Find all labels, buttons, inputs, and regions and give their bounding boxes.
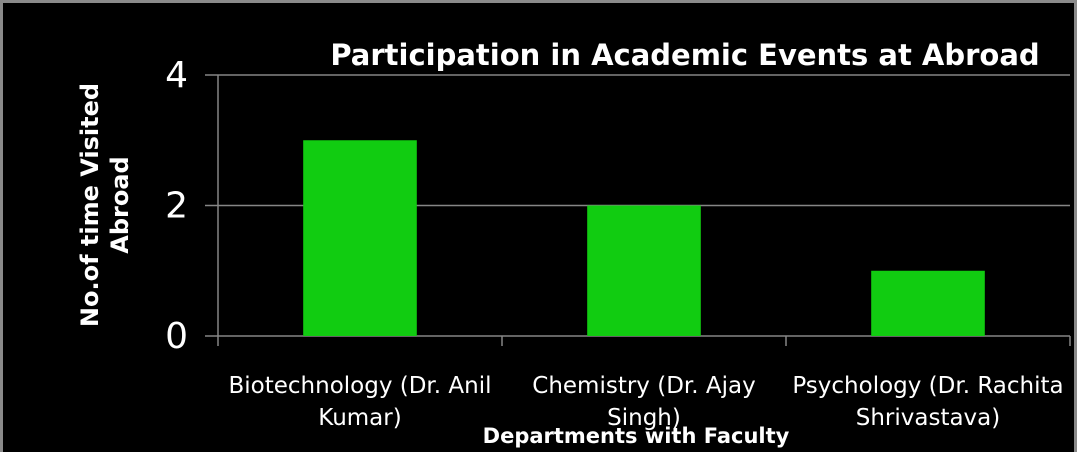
bar (303, 140, 417, 336)
x-axis-title: Departments with Faculty (482, 424, 790, 448)
bar (871, 270, 985, 336)
y-axis-title: No.of time Visited Abroad (76, 82, 134, 328)
chart-title: Participation in Academic Events at Abro… (330, 38, 1039, 72)
y-tick-label: 2 (165, 186, 188, 227)
bar (587, 205, 701, 336)
y-tick-label: 4 (165, 55, 188, 96)
x-tick-label: Psychology (Dr. Rachita Shrivastava) (792, 373, 1064, 431)
x-tick-label: Biotechnology (Dr. Anil Kumar) (228, 373, 492, 431)
y-tick-label: 0 (165, 316, 188, 357)
x-tick-label: Chemistry (Dr. Ajay Singh) (532, 373, 756, 431)
